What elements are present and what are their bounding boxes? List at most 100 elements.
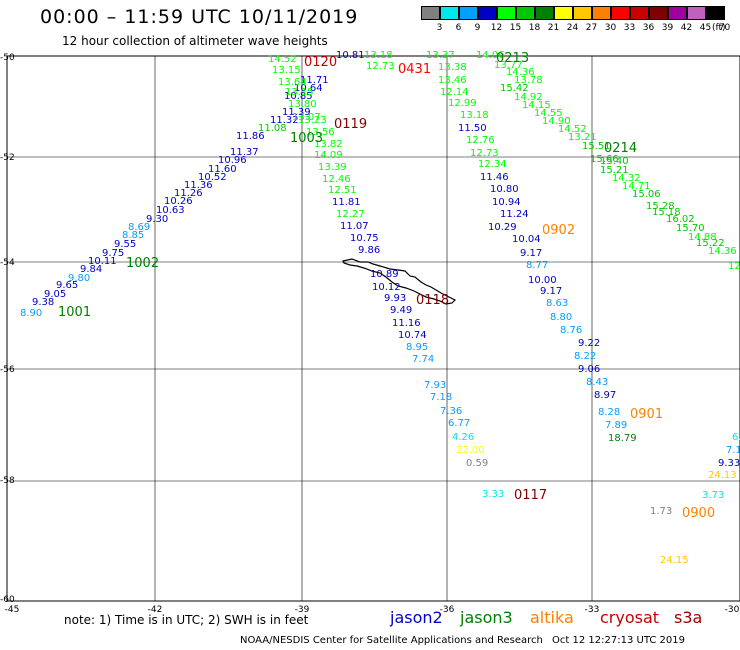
colorbar-swatch bbox=[554, 6, 573, 20]
wave-height-value: 15.66 bbox=[590, 154, 619, 165]
wave-height-value: 11.50 bbox=[458, 123, 487, 134]
colorbar-label: 36 bbox=[642, 23, 655, 33]
wave-height-value: 9.84 bbox=[80, 264, 102, 275]
wave-height-value: 14.36 bbox=[506, 67, 535, 78]
colorbar-swatch bbox=[649, 6, 668, 20]
colorbar-label: 24 bbox=[566, 23, 579, 33]
wave-height-value: 11.46 bbox=[480, 172, 509, 183]
longitude-label: -33 bbox=[584, 605, 600, 615]
pass-time-label: 0120 bbox=[304, 55, 337, 70]
wave-height-value: 11.60 bbox=[208, 164, 237, 175]
wave-height-value: 8.28 bbox=[598, 407, 620, 418]
wave-height-value: 24.15 bbox=[660, 555, 689, 566]
wave-height-value: 10.00 bbox=[528, 275, 557, 286]
south-georgia-coastline bbox=[342, 258, 457, 305]
wave-height-value: 10.12 bbox=[372, 282, 401, 293]
wave-height-value: 11.81 bbox=[332, 197, 361, 208]
satellite-legend-altika: altika bbox=[530, 608, 574, 627]
wave-height-value: 8.97 bbox=[594, 390, 616, 401]
pass-time-label: 1002 bbox=[126, 256, 159, 271]
pass-time-label: 0902 bbox=[542, 223, 575, 238]
footer: NOAA/NESDIS Center for Satellite Applica… bbox=[240, 635, 691, 646]
wave-height-value: 9.17 bbox=[540, 286, 562, 297]
colorbar-label: 3 bbox=[436, 23, 443, 33]
wave-height-value: 15.28 bbox=[646, 201, 675, 212]
wave-height-value: 11.16 bbox=[392, 318, 421, 329]
wave-height-value: 10.26 bbox=[164, 196, 193, 207]
wave-height-value: 18.79 bbox=[608, 433, 637, 444]
wave-height-value: 14.09 bbox=[314, 150, 343, 161]
pass-time-label: 0213 bbox=[496, 51, 529, 66]
satellite-legend-jason2: jason2 bbox=[390, 608, 443, 627]
wave-height-value: 13.15 bbox=[285, 87, 314, 98]
colorbar-swatch bbox=[573, 6, 592, 20]
wave-height-value: 6. bbox=[732, 432, 740, 443]
wave-height-value: 9.30 bbox=[146, 214, 168, 225]
pass-time-label: 1003 bbox=[290, 131, 323, 146]
colorbar-label: 39 bbox=[661, 23, 674, 33]
wave-height-value: 14.90 bbox=[542, 116, 571, 127]
wave-height-value: 14.52 bbox=[558, 124, 587, 135]
colorbar-label: 27 bbox=[585, 23, 598, 33]
wave-height-value: 10.29 bbox=[488, 222, 517, 233]
wave-height-tracks: 8.909.389.059.659.809.8410.119.759.558.8… bbox=[20, 50, 740, 566]
wave-height-value: 10.64 bbox=[294, 83, 323, 94]
wave-height-value: 9.93 bbox=[384, 293, 406, 304]
wave-height-value: 24.13 bbox=[708, 470, 737, 481]
wave-height-value: 10.94 bbox=[492, 197, 521, 208]
colorbar-swatch bbox=[668, 6, 687, 20]
wave-height-value: 14.32 bbox=[612, 173, 641, 184]
pass-time-label: 0431 bbox=[398, 62, 431, 77]
longitude-label: -30 bbox=[724, 605, 740, 615]
latitude-label: -58 bbox=[0, 476, 15, 486]
wave-height-value: 13.64 bbox=[278, 77, 307, 88]
colorbar-swatch bbox=[478, 6, 497, 20]
satellite-legend-jason3: jason3 bbox=[460, 608, 513, 627]
colorbar-swatch bbox=[497, 6, 516, 20]
map-subtitle: 12 hour collection of altimeter wave hei… bbox=[62, 34, 328, 48]
wave-height-value: 9.65 bbox=[56, 280, 78, 291]
wave-height-value: 9.22 bbox=[578, 338, 600, 349]
wave-height-value: 13.56 bbox=[306, 127, 335, 138]
wave-height-value: 3.33 bbox=[482, 489, 504, 500]
wave-height-value: 9.05 bbox=[44, 289, 66, 300]
wave-height-value: 8.77 bbox=[526, 260, 548, 271]
wave-height-value: 11.37 bbox=[230, 147, 259, 158]
wave-height-value: 7.18 bbox=[430, 392, 452, 403]
wave-height-value: 7.1 bbox=[726, 445, 740, 456]
wave-height-value: 9.49 bbox=[390, 305, 412, 316]
wave-height-value: 10.52 bbox=[198, 172, 227, 183]
wave-height-value: 12.73 bbox=[470, 148, 499, 159]
wave-height-value: 14.71 bbox=[622, 181, 651, 192]
note-text: note: 1) Time is in UTC; 2) SWH is in fe… bbox=[64, 613, 309, 627]
colorbar-swatch bbox=[706, 6, 725, 20]
satellite-legend-s3a: s3a bbox=[674, 608, 703, 627]
wave-height-value: 9.86 bbox=[358, 245, 380, 256]
wave-height-value: 15.42 bbox=[500, 83, 529, 94]
wave-height-value: 11.26 bbox=[174, 188, 203, 199]
wave-height-value: 15.70 bbox=[676, 223, 705, 234]
colorbar-label: 18 bbox=[528, 23, 541, 33]
colorbar-label: 45 bbox=[699, 23, 712, 33]
wave-height-value: 11.32 bbox=[270, 115, 299, 126]
wave-height-value: 14.55 bbox=[534, 108, 563, 119]
latitude-label: -50 bbox=[0, 53, 15, 63]
wave-height-value: 10.96 bbox=[218, 155, 247, 166]
wave-height-value: 15.22 bbox=[696, 238, 725, 249]
wave-height-value: 8.43 bbox=[586, 377, 608, 388]
colorbar-swatch bbox=[459, 6, 478, 20]
wave-height-value: 12.34 bbox=[478, 159, 507, 170]
latitude-label: -54 bbox=[0, 258, 15, 268]
wave-height-value: 13.80 bbox=[288, 99, 317, 110]
latitude-label: -52 bbox=[0, 153, 15, 163]
wave-height-value: 11.08 bbox=[258, 123, 287, 134]
wave-height-value: 13.15 bbox=[272, 65, 301, 76]
wave-height-value: 15.51 bbox=[582, 141, 611, 152]
wave-height-value: 11.24 bbox=[500, 209, 529, 220]
map-title: 00:00 – 11:59 UTC 10/11/2019 bbox=[40, 6, 359, 28]
latitude-label: -56 bbox=[0, 365, 15, 375]
colorbar-swatch bbox=[687, 6, 706, 20]
pass-time-label: 0900 bbox=[682, 506, 715, 521]
colorbar-swatch bbox=[535, 6, 554, 20]
